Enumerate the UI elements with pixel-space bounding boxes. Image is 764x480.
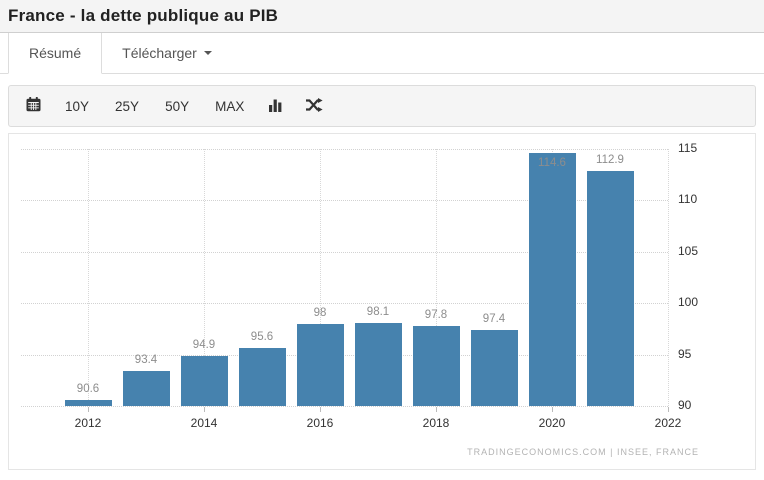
bar-value-label: 98 <box>313 306 327 319</box>
chart-type-button[interactable] <box>257 86 294 126</box>
page-header: France - la dette publique au PIB <box>0 0 764 33</box>
y-axis-label: 105 <box>678 243 699 258</box>
gridline <box>436 149 437 406</box>
y-axis-label: 110 <box>678 192 698 207</box>
calendar-button[interactable] <box>15 86 52 126</box>
x-axis-tick <box>320 407 321 412</box>
bar[interactable] <box>354 322 402 406</box>
tab-resume-label: Résumé <box>29 45 82 61</box>
chart-container: 90 95 100 105 110 115 2012 2014 2016 2018 2020 2022… <box>8 133 756 470</box>
bar[interactable] <box>470 329 518 406</box>
x-axis-label: 2012 <box>74 416 102 430</box>
bar[interactable] <box>528 153 576 406</box>
x-axis-label: 2014 <box>190 416 218 430</box>
tab-bar: Résumé Télécharger <box>0 33 764 74</box>
x-axis-tick <box>88 407 89 412</box>
tab-resume[interactable]: Résumé <box>8 33 103 74</box>
bar-value-label: 112.9 <box>596 153 624 166</box>
bar-value-label: 114.6 <box>538 157 566 170</box>
bar-value-label: 94.9 <box>192 338 216 351</box>
x-axis-label: 2016 <box>306 416 334 430</box>
x-axis-tick <box>204 407 205 412</box>
x-axis-tick <box>668 407 669 412</box>
gridline <box>21 354 668 356</box>
x-axis-label: 2022 <box>654 416 682 430</box>
bar-value-label: 90.6 <box>76 382 100 395</box>
tab-telecharger[interactable]: Télécharger <box>102 33 232 73</box>
x-axis-tick <box>552 407 553 412</box>
range-max-button[interactable]: MAX <box>202 86 257 126</box>
bar-value-label: 97.4 <box>482 312 506 325</box>
y-axis-label: 115 <box>678 141 698 155</box>
compare-button[interactable] <box>294 86 334 126</box>
range-50y-button[interactable]: 50Y <box>152 86 202 126</box>
calendar-icon <box>26 97 41 115</box>
bar[interactable] <box>180 355 228 406</box>
bar[interactable] <box>64 399 112 406</box>
y-axis-label: 100 <box>678 295 699 310</box>
gridline <box>21 251 668 253</box>
column-chart-icon <box>268 98 283 115</box>
gridline <box>88 149 89 406</box>
range-25y-button[interactable]: 25Y <box>102 86 152 126</box>
chart-toolbar: 10Y 25Y 50Y MAX <box>8 85 756 127</box>
bar-value-label: 95.6 <box>250 331 274 344</box>
bar-value-label: 93.4 <box>134 354 158 367</box>
bar-value-label: 97.8 <box>424 308 448 321</box>
bar[interactable] <box>586 170 634 406</box>
shuffle-icon <box>305 97 323 115</box>
gridline <box>21 303 668 305</box>
bar-chart-plot: 90 95 100 105 110 115 2012 2014 2016 2018 2020 2022… <box>9 134 755 469</box>
x-axis-label: 2018 <box>422 416 450 430</box>
bar-value-label: 98.1 <box>366 305 390 318</box>
bar[interactable] <box>412 325 460 406</box>
range-10y-button[interactable]: 10Y <box>52 86 102 126</box>
bar[interactable] <box>296 323 344 406</box>
bar[interactable] <box>122 371 170 406</box>
gridline <box>21 149 668 150</box>
chart-attribution: TRADINGECONOMICS.COM | INSEE, FRANCE <box>467 447 699 457</box>
page-title: France - la dette publique au PIB <box>8 6 279 25</box>
y-axis-label: 95 <box>678 346 692 361</box>
gridline <box>21 406 668 407</box>
x-axis-label: 2020 <box>538 416 566 430</box>
gridline <box>204 149 205 406</box>
caret-down-icon <box>203 51 212 55</box>
gridline <box>21 200 668 202</box>
gridline <box>668 149 669 406</box>
bar[interactable] <box>238 348 286 406</box>
x-axis-tick <box>436 407 437 412</box>
y-axis-label: 90 <box>678 398 692 412</box>
tab-telecharger-label: Télécharger <box>122 45 197 61</box>
gridline <box>320 149 321 406</box>
